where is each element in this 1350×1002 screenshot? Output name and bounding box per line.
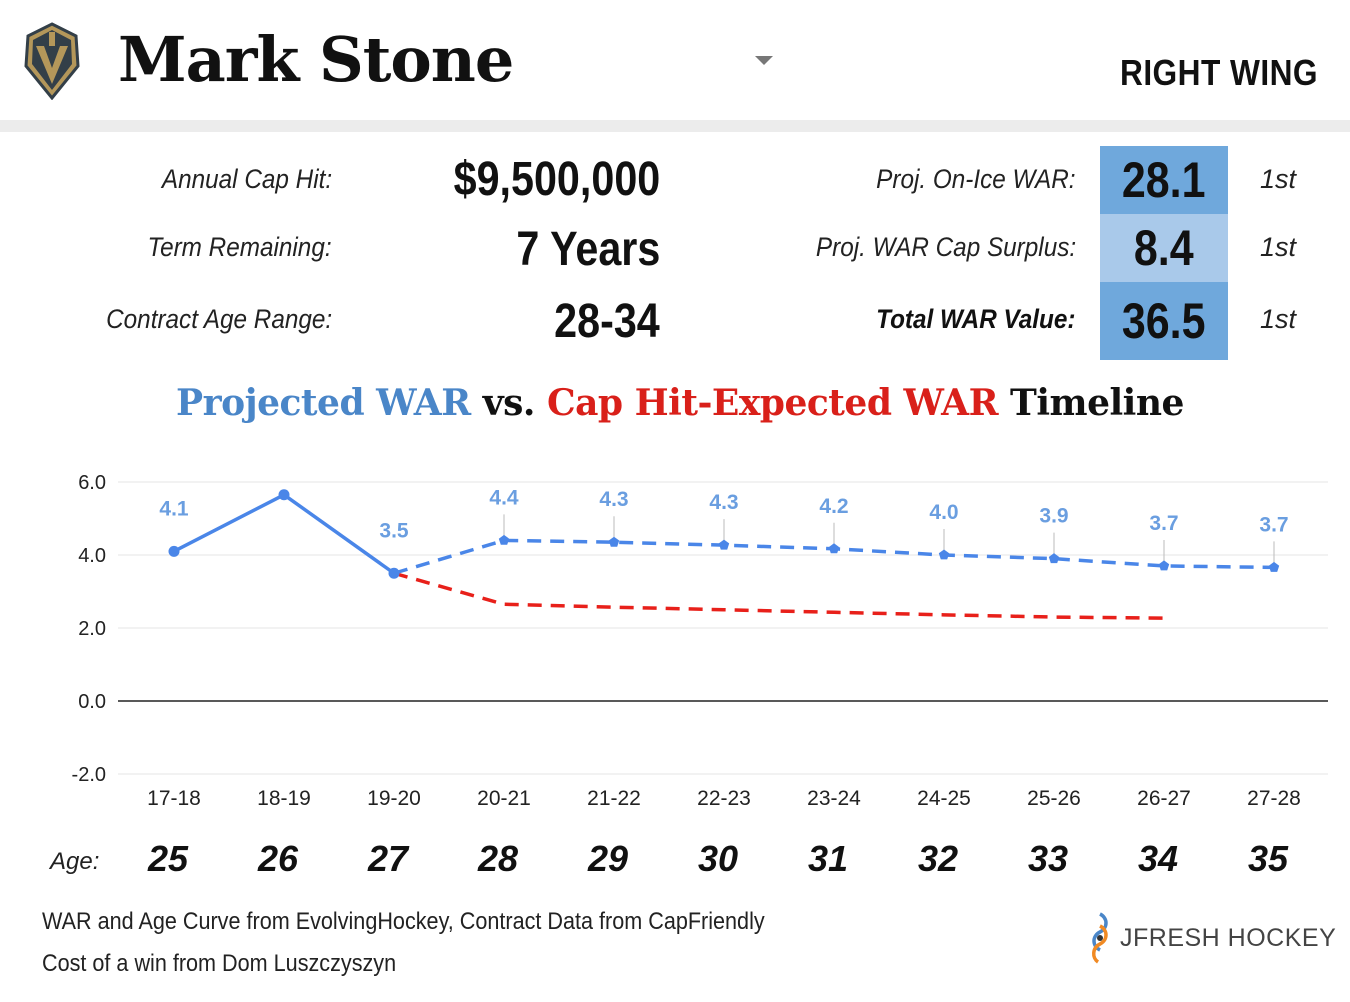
age-value: 29 — [587, 838, 629, 879]
surplus-war-value-box: 8.4 — [1100, 214, 1228, 282]
cap-hit-value: $9,500,000 — [453, 153, 660, 206]
age-value: 26 — [257, 838, 299, 879]
data-label: 4.0 — [929, 501, 958, 524]
chart-title-vs: vs. — [470, 382, 547, 424]
onice-war-rank: 1st — [1260, 164, 1297, 194]
x-tick-label: 26-27 — [1137, 787, 1191, 810]
data-label: 4.3 — [709, 491, 738, 514]
source-note-line1: WAR and Age Curve from EvolvingHockey, C… — [42, 908, 765, 935]
data-label: 4.2 — [819, 495, 848, 518]
total-war-value: 36.5 — [1122, 293, 1206, 349]
chart-title-timeline: Timeline — [998, 382, 1184, 424]
total-war-rank: 1st — [1260, 304, 1297, 334]
cap-hit-label: Annual Cap Hit: — [161, 164, 332, 194]
x-tick-label: 25-26 — [1027, 787, 1081, 810]
caret-down-icon[interactable] — [755, 56, 773, 65]
data-label: 4.3 — [599, 488, 628, 511]
age-value: 27 — [367, 838, 409, 879]
war-timeline-chart: 6.0 4.0 2.0 0.0 -2.0 17-18 18-19 19-20 20-21 21-2… — [72, 472, 1328, 810]
projected-war-point — [168, 545, 180, 557]
total-war-value-box: 36.5 — [1100, 282, 1228, 360]
age-value: 31 — [807, 838, 849, 879]
projected-war-point — [608, 536, 620, 547]
y-tick-label: 0.0 — [78, 691, 106, 713]
projected-war-point — [1158, 560, 1170, 571]
x-tick-label: 17-18 — [147, 787, 201, 810]
age-value: 32 — [917, 838, 959, 879]
x-tick-label: 19-20 — [367, 787, 421, 810]
source-note-line2: Cost of a win from Dom Luszczyszyn — [42, 950, 397, 977]
player-name: Mark Stone — [118, 23, 514, 96]
x-tick-label: 23-24 — [807, 787, 861, 810]
projected-war-point — [718, 539, 730, 550]
projected-war-point — [938, 549, 950, 560]
y-tick-label: 4.0 — [78, 545, 106, 567]
data-label: 3.5 — [379, 519, 409, 542]
x-tick-label: 27-28 — [1247, 787, 1301, 810]
age-value: 35 — [1247, 838, 1289, 879]
projected-war-point — [388, 567, 400, 579]
brand-name: JFRESH HOCKEY — [1120, 923, 1337, 952]
surplus-war-rank: 1st — [1260, 232, 1297, 262]
chart-title-expected: Cap Hit-Expected WAR — [546, 382, 999, 424]
age-range-value: 28-34 — [554, 295, 660, 348]
expected-war-line — [393, 571, 1165, 620]
projected-war-point — [498, 534, 510, 545]
x-tick-label: 18-19 — [257, 787, 311, 810]
golden-knights-helmet-logo-icon — [22, 22, 82, 101]
surplus-war-value: 8.4 — [1134, 220, 1194, 276]
x-tick-label: 20-21 — [477, 787, 531, 810]
y-tick-label: 6.0 — [78, 472, 106, 494]
onice-war-value-box: 28.1 — [1100, 146, 1228, 214]
age-value: 30 — [697, 838, 739, 879]
header-divider — [0, 120, 1350, 132]
chart-title: Projected WAR vs. Cap Hit-Expected WAR T… — [0, 382, 1350, 424]
age-row-label: Age: — [50, 848, 100, 875]
total-war-label: Total WAR Value: — [876, 304, 1076, 334]
onice-war-label: Proj. On-Ice WAR: — [876, 164, 1076, 194]
data-label: 3.7 — [1149, 512, 1178, 535]
projected-war-point — [828, 543, 840, 554]
data-label: 4.1 — [159, 497, 189, 520]
header: Mark Stone RIGHT WING — [0, 0, 1350, 120]
projected-war-line-actual — [173, 492, 396, 575]
term-label: Term Remaining: — [147, 232, 332, 262]
jfresh-hockey-logo-icon — [1092, 912, 1108, 964]
data-label: 4.4 — [489, 486, 519, 509]
y-tick-label: -2.0 — [72, 764, 106, 786]
x-tick-label: 21-22 — [587, 787, 641, 810]
age-value: 34 — [1137, 838, 1179, 879]
x-tick-label: 22-23 — [697, 787, 751, 810]
age-value: 28 — [477, 838, 519, 879]
projected-war-point — [1048, 553, 1060, 564]
onice-war-value: 28.1 — [1122, 152, 1206, 208]
data-label: 3.7 — [1259, 513, 1288, 536]
player-position: RIGHT WING — [1120, 52, 1318, 93]
age-value: 25 — [147, 838, 189, 879]
y-tick-label: 2.0 — [78, 618, 106, 640]
surplus-war-label: Proj. WAR Cap Surplus: — [815, 232, 1076, 262]
x-tick-label: 24-25 — [917, 787, 971, 810]
projected-war-point — [278, 489, 290, 501]
term-value: 7 Years — [516, 223, 660, 276]
projected-war-point — [1268, 561, 1280, 572]
age-value: 33 — [1027, 838, 1069, 879]
age-range-label: Contract Age Range: — [105, 304, 332, 334]
brand: JFRESH HOCKEY — [1086, 910, 1336, 966]
chart-title-projected: Projected WAR — [176, 382, 471, 424]
data-label: 3.9 — [1039, 505, 1068, 528]
